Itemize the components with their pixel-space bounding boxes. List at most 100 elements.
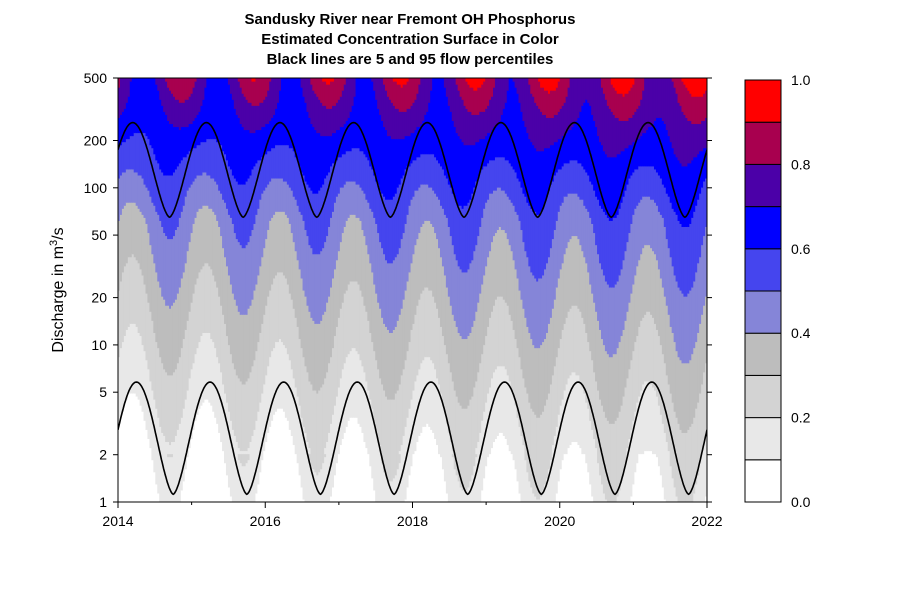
surface-cell [247, 177, 251, 243]
surface-cell [555, 286, 559, 358]
surface-cell [316, 78, 319, 97]
surface-cell [385, 199, 388, 261]
surface-cell [231, 99, 235, 176]
surface-cell [129, 78, 133, 82]
surface-cell [296, 205, 300, 261]
surface-cell [351, 105, 355, 149]
surface-cell [365, 244, 368, 312]
surface-cell [300, 417, 304, 488]
surface-cell [292, 308, 296, 379]
surface-cell [282, 211, 286, 276]
surface-cell [577, 196, 580, 240]
surface-cell [204, 87, 207, 143]
surface-cell [483, 111, 486, 140]
surface-cell [579, 78, 582, 112]
surface-cell [316, 193, 319, 255]
surface-cell [172, 171, 176, 237]
surface-cell [600, 144, 604, 209]
surface-cell [133, 132, 137, 173]
surface-cell [701, 383, 704, 452]
surface-cell [290, 78, 294, 149]
surface-cell [489, 453, 492, 502]
surface-cell [326, 302, 329, 373]
surface-cell [398, 247, 402, 315]
surface-cell [206, 332, 209, 400]
surface-cell [294, 78, 298, 158]
surface-cell [335, 129, 339, 161]
surface-cell [241, 93, 245, 128]
surface-cell [689, 290, 692, 361]
surface-cell [273, 177, 276, 215]
surface-cell [606, 105, 610, 158]
surface-cell [646, 450, 649, 502]
surface-cell [161, 296, 164, 364]
surface-cell [573, 441, 577, 502]
surface-cell [546, 117, 549, 149]
surface-cell [616, 117, 620, 155]
surface-cell [467, 144, 471, 203]
surface-cell [337, 99, 341, 131]
surface-cell [353, 417, 357, 502]
surface-cell [453, 126, 457, 197]
surface-cell [304, 432, 308, 502]
surface-cell [673, 341, 677, 412]
surface-cell [249, 305, 253, 373]
surface-cell [237, 78, 241, 82]
surface-cell [131, 392, 135, 502]
surface-cell [441, 402, 445, 470]
surface-cell [555, 87, 559, 115]
surface-cell [304, 296, 308, 367]
surface-cell [589, 350, 592, 421]
surface-cell [184, 196, 188, 264]
surface-cell [530, 271, 533, 340]
surface-cell [551, 444, 555, 502]
surface-cell [648, 244, 651, 312]
surface-cell [426, 78, 429, 112]
surface-cell [280, 408, 284, 502]
surface-cell [290, 147, 294, 191]
surface-cell [365, 447, 368, 502]
surface-cell [396, 253, 400, 321]
surface-cell [481, 420, 484, 491]
surface-cell [243, 96, 247, 131]
surface-cell [335, 196, 339, 261]
surface-cell [469, 87, 472, 112]
surface-cell [616, 347, 620, 418]
surface-cell [705, 90, 707, 118]
surface-cell [439, 456, 443, 502]
surface-cell [491, 193, 494, 243]
surface-cell [182, 205, 186, 273]
surface-cell [239, 314, 243, 382]
surface-cell [528, 332, 531, 403]
surface-cell [204, 332, 207, 400]
x-tick-label: 2022 [691, 513, 722, 529]
surface-cell [131, 253, 135, 324]
surface-cell [275, 177, 278, 212]
surface-cell [447, 362, 451, 433]
surface-cell [569, 129, 573, 161]
surface-cell [428, 426, 431, 502]
surface-cell [367, 389, 370, 455]
surface-cell [595, 196, 598, 246]
surface-cell [445, 492, 449, 502]
surface-cell [632, 283, 635, 352]
surface-cell [261, 156, 264, 194]
surface-cell [318, 78, 321, 100]
surface-cell [351, 347, 355, 418]
surface-cell [524, 459, 527, 502]
surface-cell [549, 383, 553, 461]
surface-cell [330, 135, 333, 167]
surface-cell [551, 308, 555, 376]
surface-cell [383, 389, 386, 473]
surface-cell [161, 105, 164, 173]
surface-cell [705, 362, 707, 433]
surface-cell [465, 489, 469, 502]
surface-cell [351, 280, 355, 349]
surface-cell [133, 392, 137, 502]
surface-cell [216, 220, 219, 288]
surface-cell [165, 235, 168, 306]
surface-cell [451, 450, 455, 455]
surface-cell [671, 208, 675, 267]
surface-cell [597, 199, 600, 255]
surface-cell [263, 99, 266, 128]
